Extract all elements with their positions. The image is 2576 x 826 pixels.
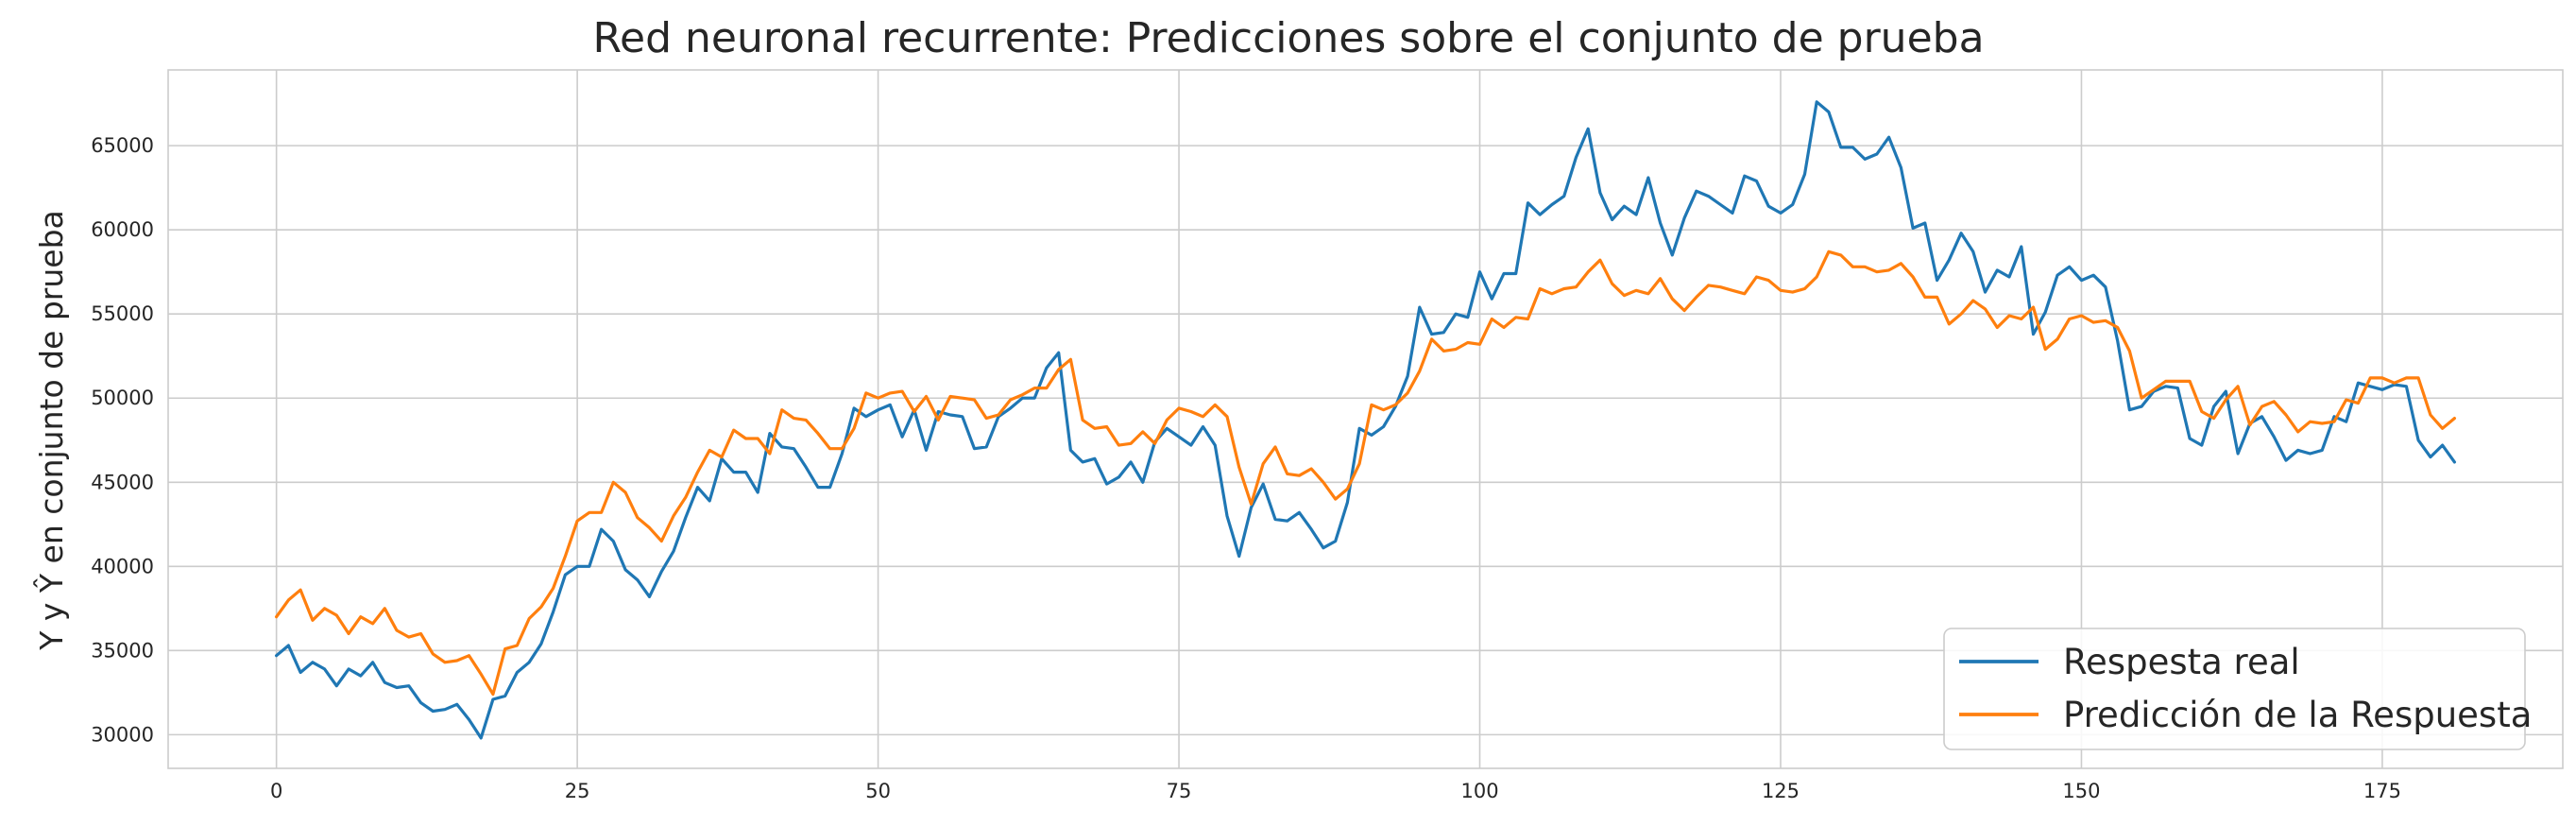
x-tick-label: 0 [270,780,282,802]
x-tick-label: 175 [2363,780,2401,802]
series-line-prediccion [275,250,2456,697]
y-tick-label: 45000 [91,471,154,493]
y-tick-label: 50000 [91,387,154,409]
y-tick-labels: 30000 35000 40000 45000 50000 55000 60000 65000 [91,134,154,746]
legend-label-respesta-real: Respesta real [2063,642,2300,682]
y-axis-label: Y y Ŷ en conjunto de prueba [32,210,70,651]
series-lines [275,100,2456,740]
x-tick-label: 25 [565,780,590,802]
y-tick-label: 55000 [91,302,154,325]
x-tick-label: 125 [1762,780,1800,802]
x-tick-label: 150 [2062,780,2100,802]
y-tick-label: 65000 [91,134,154,157]
x-tick-label: 75 [1167,780,1192,802]
y-tick-label: 60000 [91,218,154,241]
x-tick-label: 100 [1460,780,1498,802]
chart-title: Red neuronal recurrente: Predicciones so… [592,14,1984,62]
y-tick-label: 30000 [91,723,154,746]
legend: Respesta real Predicción de la Respuesta [1943,628,2532,750]
x-tick-labels: 0 25 50 75 100 125 150 175 [270,780,2401,802]
x-tick-label: 50 [865,780,891,802]
y-tick-label: 40000 [91,555,154,577]
y-tick-label: 35000 [91,639,154,662]
legend-box [1943,628,2526,750]
plot-frame [167,69,2564,769]
legend-label-prediccion: Predicción de la Respuesta [2063,695,2532,735]
